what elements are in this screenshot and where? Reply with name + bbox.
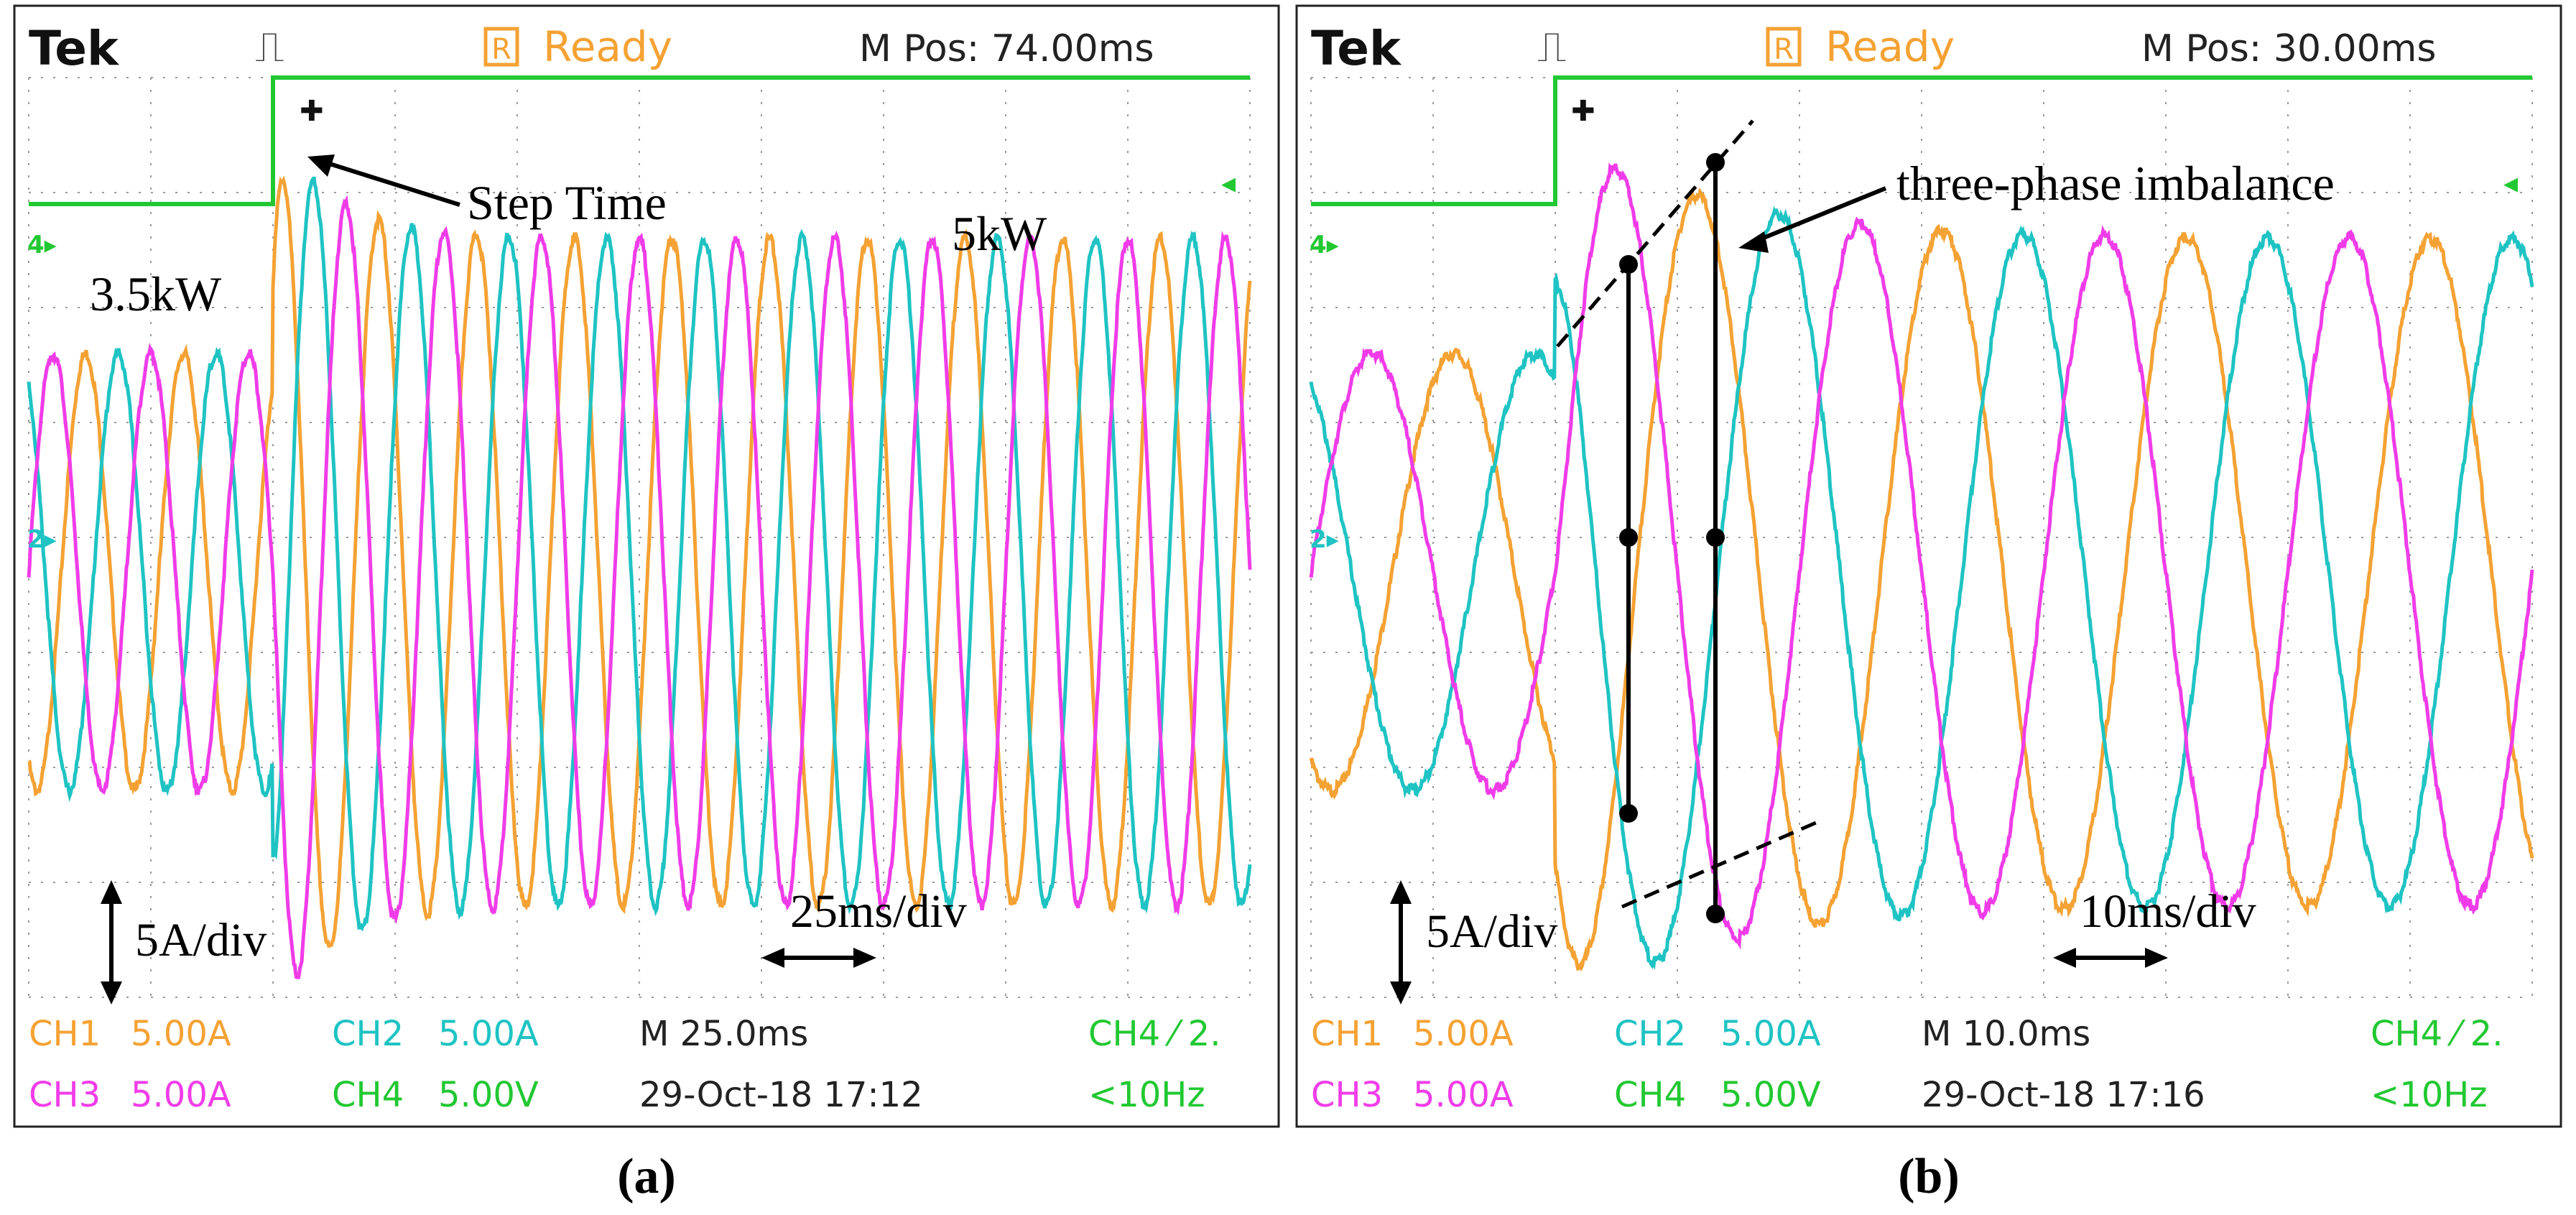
plot-area-b	[1309, 75, 2534, 998]
imbalance-label-b: three-phase imbalance	[1896, 156, 2335, 211]
ch2-marker-b: 2▸	[1310, 525, 1339, 554]
ch4-level-arrow-a: ◂	[1221, 167, 1236, 200]
trace-ch4	[1311, 75, 2532, 206]
ch2-marker-a: 2▸	[27, 525, 57, 554]
footer-a: CH1 5.00A CH2 5.00A M 25.0ms CH4 ⁄ 2. CH…	[29, 1014, 1220, 1115]
status-text-a: Ready	[543, 22, 672, 71]
step-time-pointer-a	[315, 157, 460, 207]
status-box-icon-a	[483, 27, 519, 67]
trace-ch3	[27, 195, 1252, 979]
panel-label-b: (b)	[1898, 1149, 1960, 1204]
status-box-icon-b	[1766, 27, 1802, 67]
power-after-label-a: 5kW	[952, 206, 1047, 261]
ch2-name-a: CH2	[332, 1014, 404, 1054]
hscale-label-a: 25ms/div	[790, 885, 967, 938]
ch2-scale-b: 5.00A	[1720, 1014, 1821, 1054]
vscale-arrow-b	[1390, 880, 1412, 1004]
trace-ch3	[1309, 162, 2534, 950]
marker-dot-b	[1619, 528, 1638, 547]
status-text-b: Ready	[1825, 22, 1955, 71]
oscilloscope-panel-a: Tek ⎍ R Ready M Pos: 74.00ms 4▸ 2▸ ◂ ✚ S…	[13, 4, 1280, 1204]
ch2-scale-a: 5.00A	[438, 1014, 539, 1054]
trigger-icon-a: ⎍	[255, 22, 284, 71]
ch4-marker-b: 4▸	[1310, 231, 1339, 259]
trace-ch4	[29, 75, 1250, 206]
oscilloscope-panel-b: Tek ⎍ R Ready M Pos: 30.00ms 4▸ 2▸ ◂ ✚	[1295, 4, 2562, 1204]
ch4-name-a: CH4	[332, 1075, 404, 1115]
freq-a: <10Hz	[1088, 1075, 1205, 1115]
ch2-name-b: CH2	[1614, 1014, 1686, 1054]
ch1-name-b: CH1	[1311, 1014, 1383, 1054]
imbalance-markers-b	[1556, 119, 1822, 923]
ch4-trigger-b: CH4 ⁄ 2.	[2371, 1014, 2503, 1054]
marker-dot-b	[1706, 528, 1725, 547]
vscale-label-a: 5A/div	[135, 914, 267, 966]
mpos-readout-b: M Pos: 30.00ms	[2141, 27, 2436, 70]
marker-dot-b	[1706, 153, 1725, 172]
timebase-a: M 25.0ms	[639, 1014, 808, 1054]
ch3-name-a: CH3	[29, 1075, 101, 1115]
ch4-marker-a: 4▸	[27, 231, 57, 259]
ch1-scale-b: 5.00A	[1413, 1014, 1514, 1054]
status-box-label-a: R	[491, 33, 511, 66]
ch4-scale-a: 5.00V	[438, 1075, 539, 1115]
traces-a	[27, 75, 1252, 979]
datetime-b: 29-Oct-18 17:16	[1922, 1075, 2205, 1115]
marker-dot-b	[1706, 905, 1725, 923]
marker-dot-b	[1619, 255, 1638, 274]
ch4-level-arrow-b: ◂	[2503, 167, 2518, 200]
datetime-a: 29-Oct-18 17:12	[639, 1075, 923, 1115]
trace-ch2	[1309, 205, 2534, 970]
footer-b: CH1 5.00A CH2 5.00A M 10.0ms CH4 ⁄ 2. CH…	[1311, 1014, 2503, 1115]
traces-b	[1309, 75, 2534, 972]
ch4-trigger-a: CH4 ⁄ 2.	[1088, 1014, 1220, 1054]
ch3-scale-a: 5.00A	[131, 1075, 231, 1115]
trace-ch1	[1309, 187, 2534, 972]
ch4-scale-b: 5.00V	[1720, 1075, 1821, 1115]
vscale-label-b: 5A/div	[1426, 905, 1557, 958]
hscale-arrow-a	[761, 948, 876, 968]
brand-label-b: Tek	[1311, 21, 1402, 76]
marker-dot-b	[1619, 804, 1638, 823]
power-before-label-a: 3.5kW	[90, 267, 222, 321]
trigger-position-icon-b: ✚	[1571, 95, 1595, 128]
trigger-position-icon-a: ✚	[300, 95, 324, 128]
hscale-arrow-b	[2053, 948, 2168, 968]
imbalance-pointer-b	[1750, 186, 1887, 245]
hscale-label-b: 10ms/div	[2080, 885, 2256, 938]
mpos-readout-a: M Pos: 74.00ms	[859, 27, 1154, 70]
step-time-label-a: Step Time	[467, 175, 667, 230]
lower-envelope-line-b	[1621, 818, 1822, 909]
trigger-icon-b: ⎍	[1537, 22, 1567, 71]
vscale-arrow-a	[101, 880, 122, 1004]
panel-label-a: (a)	[617, 1149, 676, 1204]
brand-label-a: Tek	[29, 21, 120, 76]
ch4-name-b: CH4	[1614, 1075, 1686, 1115]
ch3-scale-b: 5.00A	[1413, 1075, 1514, 1115]
timebase-b: M 10.0ms	[1922, 1014, 2090, 1054]
imbalance-arrowhead-b	[1738, 231, 1769, 253]
ch1-scale-a: 5.00A	[131, 1014, 231, 1054]
status-box-label-b: R	[1774, 33, 1794, 66]
plot-area-a	[27, 75, 1252, 998]
freq-b: <10Hz	[2371, 1075, 2488, 1115]
ch3-name-b: CH3	[1311, 1075, 1383, 1115]
step-time-arrowhead-a	[307, 154, 335, 177]
ch1-name-a: CH1	[29, 1014, 101, 1054]
